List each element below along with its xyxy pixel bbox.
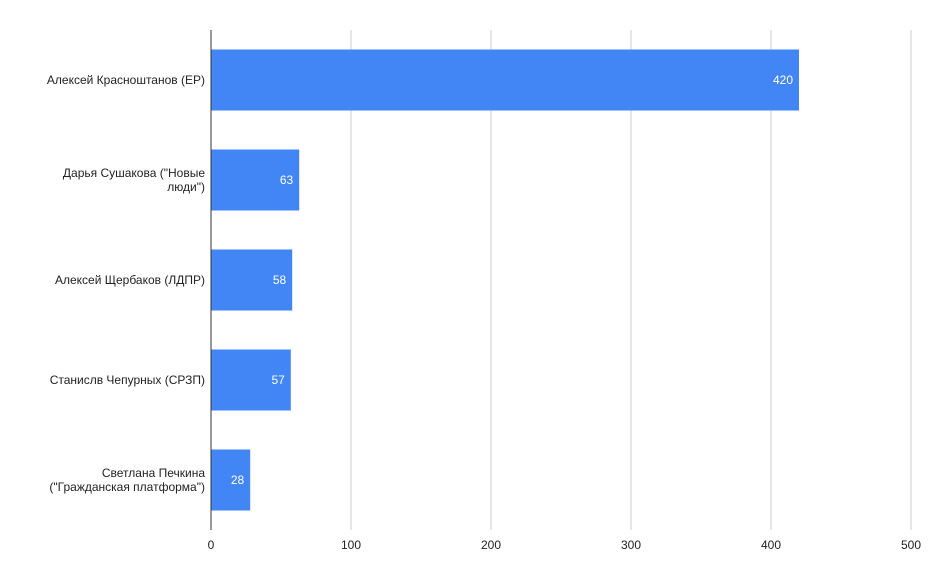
x-tick-label: 200 [481,538,501,552]
category-label-line: люди") [167,180,205,194]
x-tick-label: 300 [621,538,641,552]
category-label-line: Алексей Красноштанов (ЕР) [47,73,205,87]
bar [211,249,293,311]
category-label-line: Алексей Щербаков (ЛДПР) [55,273,205,287]
category-label: Станислв Чепурных (СРЗП) [50,373,205,387]
bar [211,349,291,411]
bar [211,149,300,211]
bar-data-label: 420 [773,73,793,87]
x-tick-label: 500 [901,538,921,552]
category-label: Дарья Сушакова ("Новые люди") [63,166,205,194]
gridlines [350,30,912,530]
category-label-line: Дарья Сушакова ("Новые [63,166,205,180]
x-tick-label: 100 [341,538,361,552]
category-label-line: Станислв Чепурных (СРЗП) [50,373,205,387]
category-label-line: Светлана Печкина [102,466,205,480]
category-label: Светлана Печкина ("Гражданская платформа"… [49,466,205,494]
bar-data-label: 63 [280,173,294,187]
bar-data-label: 57 [271,373,285,387]
bars [211,49,799,511]
x-tick-label: 400 [761,538,781,552]
bar-data-label: 28 [231,473,245,487]
labels: 0 100 200 300 400 500 420 Алексей Красноштанов … [47,73,921,552]
x-tick-label: 0 [208,538,215,552]
category-label-line: ("Гражданская платформа") [49,480,205,494]
bar [211,449,251,511]
category-label: Алексей Щербаков (ЛДПР) [55,273,205,287]
bar [211,49,799,111]
bar-data-label: 58 [273,273,287,287]
category-label: Алексей Красноштанов (ЕР) [47,73,205,87]
